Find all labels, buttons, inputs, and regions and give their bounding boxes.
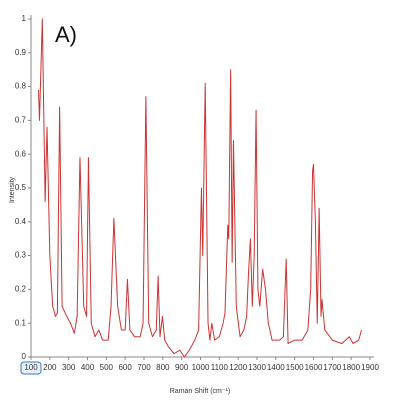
x-tick-label: 200	[43, 363, 57, 372]
y-tick-label: 0.5	[15, 183, 27, 192]
x-tick-label: 1200	[229, 363, 247, 372]
x-tick-label: 1600	[305, 363, 323, 372]
x-tick-label: 1000	[192, 363, 210, 372]
x-tick-label: 1800	[342, 363, 360, 372]
x-tick-label: 700	[137, 363, 151, 372]
y-tick-label: 0.4	[15, 217, 27, 226]
selected-tick-box	[20, 361, 42, 375]
x-tick-label: 1900	[361, 363, 379, 372]
x-tick-label: 400	[81, 363, 95, 372]
annotation: A)	[55, 22, 77, 47]
x-tick-label: 1300	[248, 363, 266, 372]
x-tick-label: 100	[24, 363, 38, 372]
x-tick-label: 1500	[286, 363, 304, 372]
y-tick-label: 0.9	[15, 48, 27, 57]
y-tick-label: 0.3	[15, 251, 27, 260]
y-tick-label: 0.1	[15, 318, 27, 327]
x-tick-label: 300	[62, 363, 76, 372]
y-tick-label: 0.8	[15, 82, 27, 91]
x-tick-label: 600	[118, 363, 132, 372]
y-tick-label: 0.2	[15, 285, 27, 294]
x-tick-label: 1700	[323, 363, 341, 372]
x-axis-label: Raman Shift (cm⁻¹)	[170, 388, 230, 395]
y-tick-label: 0.7	[15, 116, 27, 125]
x-tick-label: 500	[100, 363, 114, 372]
y-tick-label: 0.6	[15, 149, 27, 158]
y-axis-label: Intensity	[9, 176, 16, 203]
x-tick-label: 1100	[211, 363, 229, 372]
x-tick-label: 900	[175, 363, 189, 372]
x-tick-label: 800	[156, 363, 170, 372]
y-tick-label: 0	[22, 352, 27, 361]
y-tick-label: 1	[22, 14, 27, 23]
spectrum-line	[38, 18, 363, 358]
x-tick-label: 1400	[267, 363, 285, 372]
